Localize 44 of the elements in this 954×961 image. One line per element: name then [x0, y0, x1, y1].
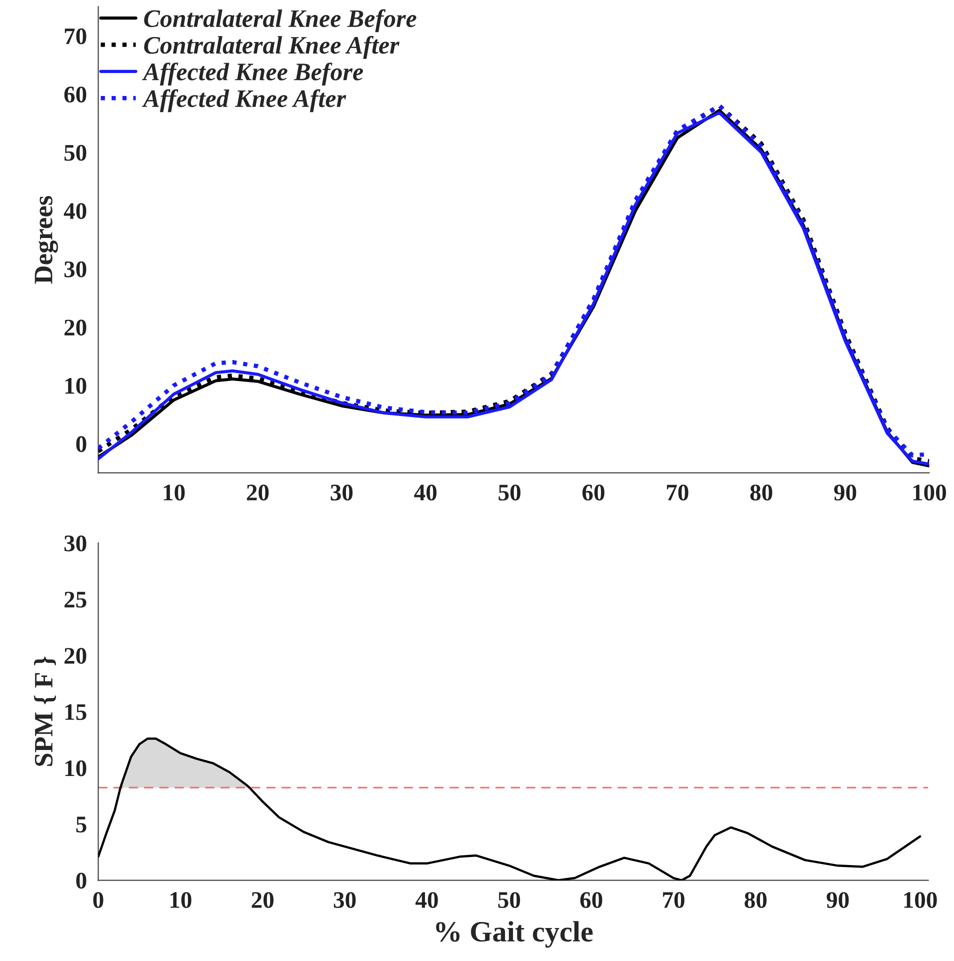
y-tick-label: 5 [76, 816, 86, 832]
x-tick-label: 30 [334, 892, 356, 908]
x-tick-label: 100 [904, 892, 937, 908]
y-tick-label: 10 [65, 760, 86, 776]
x-tick-label: 60 [582, 484, 604, 501]
y-tick-label: 40 [64, 203, 86, 220]
legend-label: Contralateral Knee After [144, 36, 400, 59]
x-tick-label: 30 [330, 484, 353, 501]
y-tick-label: 30 [64, 535, 86, 552]
legend-label: Affected Knee Before [142, 62, 364, 86]
y-tick-label: 25 [64, 592, 86, 608]
y-tick-label: 20 [64, 320, 86, 336]
y-tick-label: 20 [64, 648, 86, 664]
x-tick-label: 40 [415, 892, 438, 908]
x-tick-label: 80 [744, 892, 767, 908]
y-tick-label: 10 [65, 378, 86, 394]
x-tick-label: 100 [913, 484, 946, 501]
x-tick-label: 90 [834, 484, 856, 501]
x-tick-label: 20 [246, 484, 269, 501]
x-tick-label: 50 [498, 892, 520, 908]
x-tick-label: 20 [252, 892, 274, 908]
legend-label: Affected Knee After [142, 89, 346, 112]
x-tick-label: 0 [93, 892, 104, 908]
x-tick-label: 70 [666, 484, 688, 501]
y-axis-title: SPM { F } [34, 656, 56, 766]
y-tick-label: 30 [64, 261, 86, 278]
x-tick-label: 10 [164, 484, 185, 501]
y-tick-label: 70 [64, 28, 86, 44]
x-tick-label: 10 [170, 892, 192, 908]
x-tick-label: 60 [580, 892, 602, 908]
x-tick-label: 90 [826, 892, 849, 908]
y-tick-label: 0 [76, 872, 86, 889]
y-tick-label: 60 [64, 86, 86, 103]
x-tick-label: 80 [750, 484, 772, 501]
x-tick-label: 70 [663, 892, 684, 908]
x-axis-title: % Gait cycle [436, 921, 593, 948]
y-tick-label: 0 [76, 436, 86, 452]
y-tick-label: 15 [65, 704, 86, 720]
line-series [98, 737, 922, 880]
x-tick-label: 50 [498, 484, 520, 501]
x-tick-label: 40 [414, 484, 437, 501]
legend-label: Contralateral Knee Before [144, 9, 416, 32]
y-axis-title: Degrees [34, 196, 58, 284]
y-tick-label: 50 [64, 144, 86, 161]
